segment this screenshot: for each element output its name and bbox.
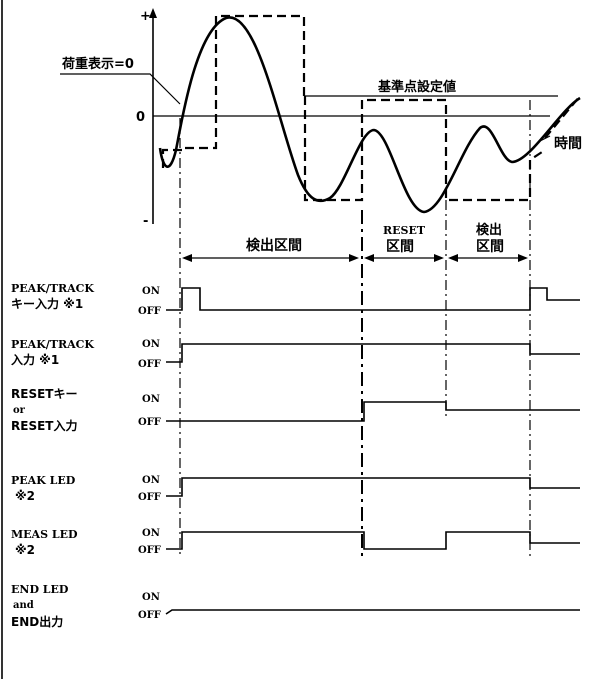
axis-minus-label: - — [143, 214, 148, 229]
signal-peak-track-key: PEAK/TRACK キー入力 ※1 ON OFF — [11, 282, 580, 317]
signal-label-line2: ※2 — [15, 543, 35, 557]
signal-reset: RESETキー or RESET入力 ON OFF — [11, 387, 580, 433]
signal-off-label: OFF — [138, 359, 161, 370]
interval-detect-2-arrow-left — [448, 254, 458, 262]
signal-label-line2: 入力 ※1 — [11, 352, 59, 367]
signal-on-label: ON — [142, 592, 160, 603]
signal-off-label: OFF — [138, 610, 161, 621]
time-label: 時間 — [554, 135, 582, 152]
signal-trace — [166, 343, 580, 363]
signal-label-line2: キー入力 ※1 — [11, 296, 83, 311]
signal-trace — [166, 287, 580, 311]
signal-label-line1: PEAK/TRACK — [11, 282, 94, 295]
load-display-zero-label: 荷重表示=0 — [61, 56, 134, 72]
signal-off-label: OFF — [138, 545, 161, 556]
signal-label-line2: ※2 — [15, 489, 35, 503]
signal-label-line1: RESETキー — [11, 387, 77, 401]
signal-label-line1: PEAK/TRACK — [11, 338, 94, 351]
signal-off-label: OFF — [138, 417, 161, 428]
signal-label-line2: or — [13, 405, 26, 416]
signal-trace — [165, 609, 580, 615]
signal-trace — [166, 401, 580, 422]
interval-detect-1-arrow-right — [349, 254, 359, 262]
interval-detect-1-label: 検出区間 — [246, 237, 302, 254]
signal-peak-led: PEAK LED ※2 ON OFF — [11, 474, 580, 503]
load-display-zero-leader — [60, 73, 181, 105]
signal-off-label: OFF — [138, 306, 161, 317]
interval-detect-1-arrow-left — [182, 254, 192, 262]
signal-on-label: ON — [142, 339, 160, 350]
signal-peak-track-input: PEAK/TRACK 入力 ※1 ON OFF — [11, 338, 580, 370]
interval-detect-2-arrow-right — [518, 254, 528, 262]
axis-zero-label: 0 — [136, 110, 145, 125]
value-axis-arrow — [149, 8, 157, 18]
interval-reset-label-2: 区間 — [386, 239, 414, 255]
axis-plus-label: + — [140, 9, 151, 24]
peak-dashed-track — [161, 14, 306, 168]
signal-meas-led: MEAS LED ※2 ON OFF — [11, 528, 580, 557]
reference-dashed-track — [303, 96, 546, 202]
interval-detect-2-label-2: 区間 — [476, 239, 504, 255]
signal-on-label: ON — [142, 286, 160, 297]
reference-setting-label: 基準点設定値 — [377, 79, 456, 95]
signal-off-label: OFF — [138, 492, 161, 503]
signal-label-line1: MEAS LED — [11, 528, 78, 541]
signal-end-led: END LED and END出力 ON OFF — [11, 583, 580, 629]
interval-reset-label-1: RESET — [383, 224, 426, 237]
interval-reset-arrow-right — [434, 254, 444, 262]
signal-label-line3: RESET入力 — [11, 418, 77, 433]
waveform-tail-dashed — [544, 95, 581, 139]
signal-on-label: ON — [142, 394, 160, 405]
signal-on-label: ON — [142, 475, 160, 486]
signal-label-line1: END LED — [11, 583, 69, 596]
interval-reset-arrow-left — [364, 254, 374, 262]
signal-trace — [166, 531, 580, 550]
signal-on-label: ON — [142, 528, 160, 539]
signal-label-line1: PEAK LED — [11, 474, 76, 487]
interval-detect-2-label-1: 検出 — [476, 222, 502, 238]
signal-trace — [166, 477, 580, 497]
load-waveform — [158, 16, 581, 214]
signal-label-line2: and — [13, 600, 34, 611]
signal-label-line3: END出力 — [11, 614, 63, 629]
